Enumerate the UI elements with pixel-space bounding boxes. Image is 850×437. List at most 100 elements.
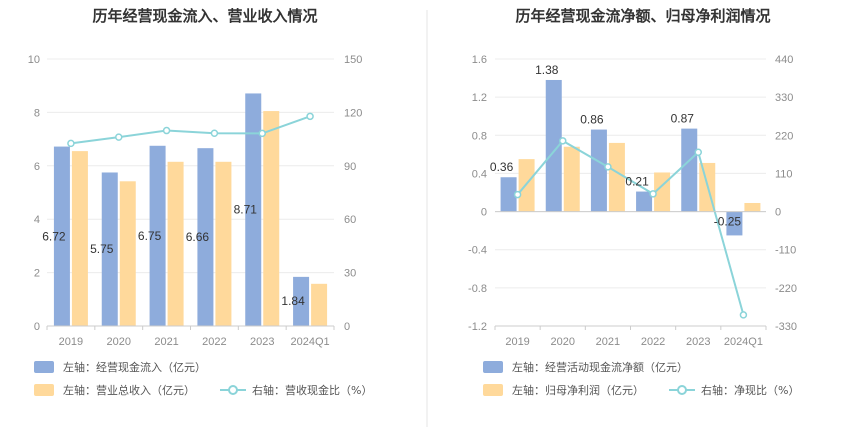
bar-secondary bbox=[71, 151, 88, 326]
left-axis-tick-label: 1.2 bbox=[472, 92, 487, 104]
line-point bbox=[67, 139, 75, 148]
x-axis-tick-label: 2021 bbox=[154, 336, 178, 348]
bar-primary bbox=[590, 129, 607, 212]
data-label: 1.84 bbox=[281, 294, 305, 308]
legend-swatch-bar2 bbox=[34, 384, 54, 396]
legend-swatch-bar1 bbox=[34, 361, 54, 373]
legend-swatch-line-marker bbox=[228, 385, 238, 395]
data-label: -0.25 bbox=[714, 215, 742, 229]
line-point bbox=[604, 163, 612, 171]
bar-primary bbox=[636, 191, 653, 212]
line-series bbox=[67, 112, 314, 148]
chart-net-cashflow-profit: 历年经营现金流净额、归母净利润情况 -1.2 -0.8 -0.4 0 0.4 0.8 1.2… bbox=[468, 7, 799, 397]
x-axis-ticks: 2019 2020 2021 2022 2023 2024Q1 bbox=[494, 211, 767, 348]
data-label: 1.38 bbox=[535, 63, 559, 77]
x-axis-tick-label: 2023 bbox=[686, 336, 710, 348]
bars bbox=[500, 79, 761, 236]
bar-secondary bbox=[119, 181, 136, 326]
data-label: 8.71 bbox=[234, 203, 258, 217]
left-axis-tick-label: -1.2 bbox=[468, 321, 487, 333]
line-point bbox=[513, 190, 522, 199]
left-axis-tick-label: 0.8 bbox=[472, 130, 487, 142]
bar-secondary bbox=[167, 161, 184, 326]
bar-secondary bbox=[263, 111, 280, 326]
left-axis-tick-label: 10 bbox=[28, 54, 40, 66]
x-axis-tick-label: 2021 bbox=[596, 336, 620, 348]
data-labels: 0.36 1.38 0.86 0.21 0.87 -0.25 bbox=[490, 63, 742, 229]
data-label: 0.36 bbox=[490, 160, 514, 174]
line-point bbox=[649, 190, 657, 198]
right-axis-tick-label: -110 bbox=[775, 245, 796, 257]
bar-primary bbox=[53, 146, 70, 326]
x-axis-tick-label: 2024Q1 bbox=[724, 336, 763, 348]
left-axis-ticks: 0 2 4 6 8 10 bbox=[28, 54, 40, 333]
right-axis-tick-label: 440 bbox=[775, 54, 793, 66]
right-axis-tick-label: 330 bbox=[775, 92, 793, 104]
data-label: 0.87 bbox=[671, 112, 695, 126]
grid-lines bbox=[495, 58, 766, 327]
right-axis-tick-label: 120 bbox=[344, 107, 362, 119]
bar-primary bbox=[545, 79, 562, 212]
grid-lines bbox=[47, 58, 334, 327]
left-axis-tick-label: 2 bbox=[34, 268, 40, 280]
legend-label-bar1: 左轴：经营现金流入（亿元） bbox=[63, 360, 206, 374]
left-axis-tick-label: 1.6 bbox=[472, 54, 487, 66]
legend-swatch-bar2 bbox=[483, 384, 503, 396]
legend-label-line: 右轴：营收现金比（%） bbox=[252, 383, 372, 397]
bar-primary bbox=[101, 172, 118, 326]
bar-primary bbox=[245, 93, 262, 327]
line-point bbox=[739, 311, 748, 319]
left-axis-tick-label: -0.4 bbox=[468, 245, 487, 257]
right-axis-tick-label: 0 bbox=[775, 207, 781, 219]
legend-label-line: 右轴：净现比（%） bbox=[701, 383, 799, 397]
right-axis-ticks: 0 30 60 90 120 150 bbox=[344, 54, 362, 333]
line-point bbox=[115, 133, 123, 141]
bar-secondary bbox=[311, 283, 328, 326]
bar-secondary bbox=[563, 146, 580, 212]
bar-primary bbox=[500, 177, 517, 212]
legend: 左轴：经营现金流入（亿元） 左轴：营业总收入（亿元） 右轴：营收现金比（%） bbox=[34, 360, 372, 397]
x-axis-tick-label: 2024Q1 bbox=[291, 336, 330, 348]
legend-label-bar2: 左轴：归母净利润（亿元） bbox=[512, 383, 644, 397]
x-axis-tick-label: 2019 bbox=[505, 336, 529, 348]
right-axis-tick-label: 90 bbox=[344, 161, 356, 173]
bars bbox=[53, 93, 328, 327]
left-axis-tick-label: 6 bbox=[34, 161, 40, 173]
left-axis-tick-label: 0 bbox=[481, 207, 487, 219]
right-axis-tick-label: 30 bbox=[344, 268, 356, 280]
right-axis-tick-label: 0 bbox=[344, 321, 350, 333]
bar-secondary bbox=[744, 202, 761, 212]
bar-primary bbox=[197, 148, 214, 326]
data-label: 0.21 bbox=[625, 175, 649, 189]
line-point bbox=[162, 126, 171, 135]
chart-title: 历年经营现金流净额、归母净利润情况 bbox=[515, 7, 770, 25]
right-axis-tick-label: 110 bbox=[775, 168, 793, 180]
x-axis-tick-label: 2020 bbox=[107, 336, 131, 348]
x-axis-tick-label: 2019 bbox=[59, 336, 83, 348]
line-path bbox=[516, 139, 745, 316]
right-axis-ticks: -330 -220 -110 0 110 220 330 440 bbox=[775, 54, 797, 333]
chart-title: 历年经营现金流入、营业收入情况 bbox=[92, 7, 317, 25]
data-label: 6.75 bbox=[138, 229, 162, 243]
left-axis-ticks: -1.2 -0.8 -0.4 0 0.4 0.8 1.2 1.6 bbox=[468, 54, 487, 333]
right-axis-tick-label: 220 bbox=[775, 130, 793, 142]
data-label: 6.66 bbox=[186, 230, 210, 244]
line-point bbox=[210, 129, 219, 137]
left-axis-tick-label: -0.8 bbox=[468, 283, 487, 295]
line-point bbox=[559, 137, 567, 145]
chart-cash-inflow-revenue: 历年经营现金流入、营业收入情况 0 2 4 6 8 10 0 30 60 90 120 150 20… bbox=[28, 7, 373, 397]
bar-secondary bbox=[608, 142, 625, 212]
x-axis-ticks: 2019 2020 2021 2022 2023 2024Q1 bbox=[46, 325, 335, 348]
left-axis-tick-label: 8 bbox=[34, 107, 40, 119]
legend-label-bar1: 左轴：经营活动现金流净额（亿元） bbox=[512, 360, 688, 374]
data-labels: 6.72 5.75 6.75 6.66 8.71 1.84 bbox=[42, 203, 305, 308]
data-label: 6.72 bbox=[42, 229, 66, 243]
legend: 左轴：经营活动现金流净额（亿元） 左轴：归母净利润（亿元） 右轴：净现比（%） bbox=[483, 360, 799, 397]
bar-primary bbox=[293, 276, 310, 326]
left-axis-tick-label: 0 bbox=[34, 321, 40, 333]
x-axis-tick-label: 2022 bbox=[202, 336, 226, 348]
right-axis-tick-label: -220 bbox=[775, 283, 797, 295]
bar-primary bbox=[149, 145, 166, 326]
